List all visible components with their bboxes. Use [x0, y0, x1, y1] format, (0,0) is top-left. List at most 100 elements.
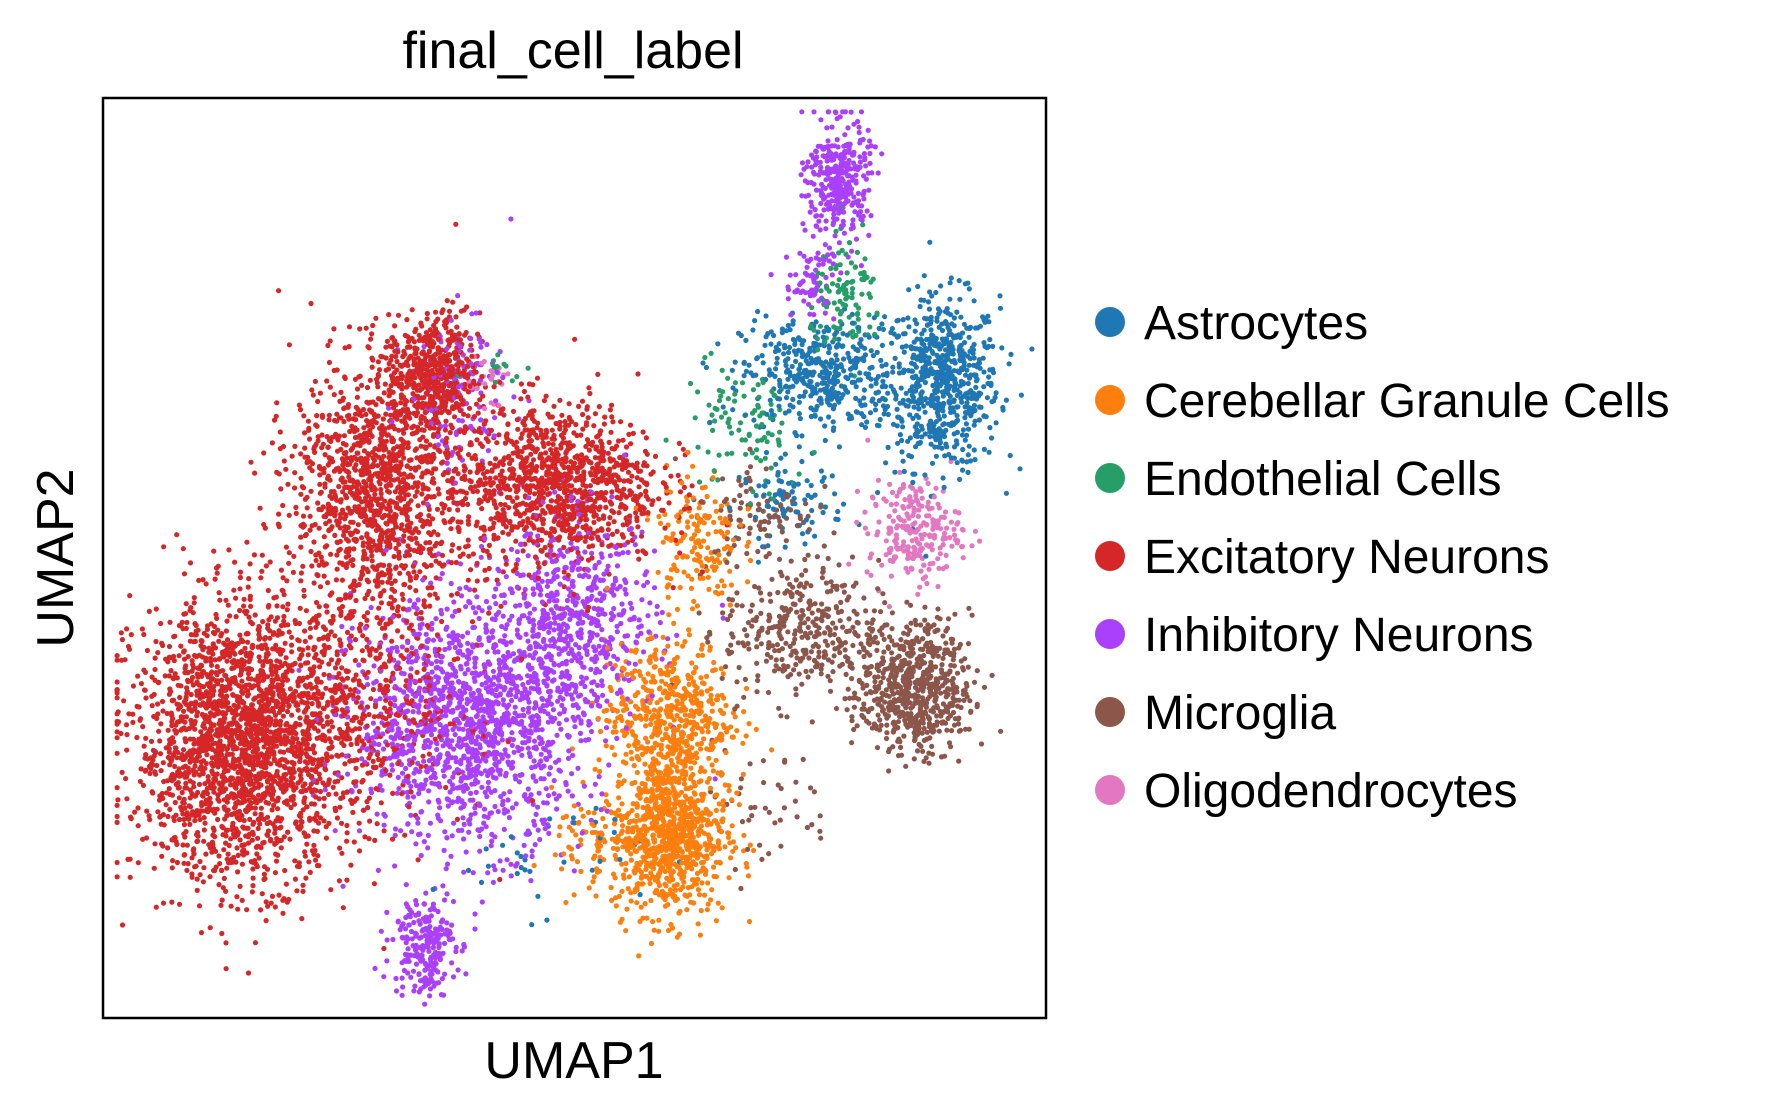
data-point: [196, 903, 203, 909]
data-point: [919, 426, 925, 432]
data-point: [804, 478, 810, 484]
data-point: [518, 396, 524, 402]
data-point: [309, 701, 315, 707]
data-point: [397, 570, 403, 576]
data-point: [286, 550, 292, 556]
data-point: [744, 470, 750, 476]
data-point: [651, 585, 658, 591]
data-point: [956, 758, 962, 764]
data-point: [441, 773, 447, 779]
data-point: [531, 862, 537, 869]
data-point: [963, 372, 969, 378]
data-point: [700, 360, 706, 366]
data-point: [778, 455, 784, 461]
data-point: [761, 526, 768, 532]
data-point: [958, 314, 964, 320]
data-point: [739, 380, 746, 386]
data-point: [504, 857, 510, 863]
data-point: [197, 872, 203, 878]
data-point: [203, 655, 209, 661]
data-point: [659, 656, 665, 662]
data-point: [292, 470, 298, 476]
data-point: [827, 688, 834, 694]
data-point: [665, 636, 671, 642]
data-point: [442, 829, 448, 835]
data-point: [292, 858, 298, 864]
data-point: [636, 556, 642, 562]
data-point: [285, 601, 291, 607]
data-point: [836, 240, 843, 246]
data-point: [777, 389, 783, 395]
data-point: [846, 355, 852, 361]
data-point: [759, 410, 765, 416]
data-point: [578, 806, 584, 812]
data-point: [378, 353, 384, 359]
data-point: [651, 707, 657, 713]
data-point: [454, 591, 460, 597]
data-point: [371, 663, 377, 669]
data-point: [854, 249, 861, 255]
data-point: [359, 535, 365, 541]
data-point: [906, 324, 912, 330]
data-point: [730, 385, 736, 391]
data-point: [466, 553, 472, 559]
data-point: [967, 458, 974, 464]
data-point: [237, 586, 243, 592]
data-point: [809, 822, 815, 828]
data-point: [486, 605, 493, 611]
data-point: [287, 686, 293, 692]
data-point: [616, 772, 623, 778]
data-point: [478, 554, 484, 560]
data-point: [119, 922, 126, 928]
data-point: [560, 606, 566, 612]
data-point: [884, 722, 890, 728]
data-point: [491, 488, 497, 494]
data-point: [890, 364, 896, 370]
data-point: [500, 613, 506, 619]
data-point: [602, 823, 609, 830]
data-point: [596, 774, 602, 780]
data-point: [705, 545, 711, 551]
data-point: [589, 587, 595, 593]
data-point: [194, 838, 200, 845]
data-point: [297, 407, 304, 413]
data-point: [606, 762, 612, 768]
data-point: [660, 634, 666, 640]
data-point: [686, 632, 693, 638]
data-point: [271, 756, 277, 762]
data-point: [317, 490, 323, 496]
data-point: [610, 666, 616, 672]
data-point: [974, 701, 980, 708]
data-point: [809, 507, 815, 514]
data-point: [885, 390, 891, 396]
data-point: [158, 620, 164, 627]
data-point: [719, 578, 725, 584]
data-point: [764, 651, 771, 658]
data-point: [889, 638, 895, 644]
data-point: [682, 712, 688, 718]
data-point: [415, 820, 421, 826]
data-point: [629, 473, 635, 479]
data-point: [822, 437, 828, 444]
scatter-points: [114, 109, 1035, 1007]
data-point: [525, 745, 531, 751]
data-point: [405, 501, 411, 507]
data-point: [417, 569, 423, 575]
data-point: [298, 475, 304, 481]
data-point: [207, 925, 213, 931]
data-point: [761, 780, 767, 786]
data-point: [365, 770, 371, 776]
data-point: [326, 728, 332, 734]
data-point: [662, 511, 668, 517]
data-point: [943, 552, 949, 559]
data-point: [819, 618, 825, 624]
data-point: [846, 240, 853, 246]
data-point: [737, 420, 744, 426]
data-point: [460, 684, 466, 690]
data-point: [822, 483, 828, 489]
data-point: [430, 637, 437, 643]
data-point: [426, 788, 432, 794]
data-point: [750, 327, 756, 333]
data-point: [846, 561, 852, 567]
data-point: [283, 655, 289, 661]
